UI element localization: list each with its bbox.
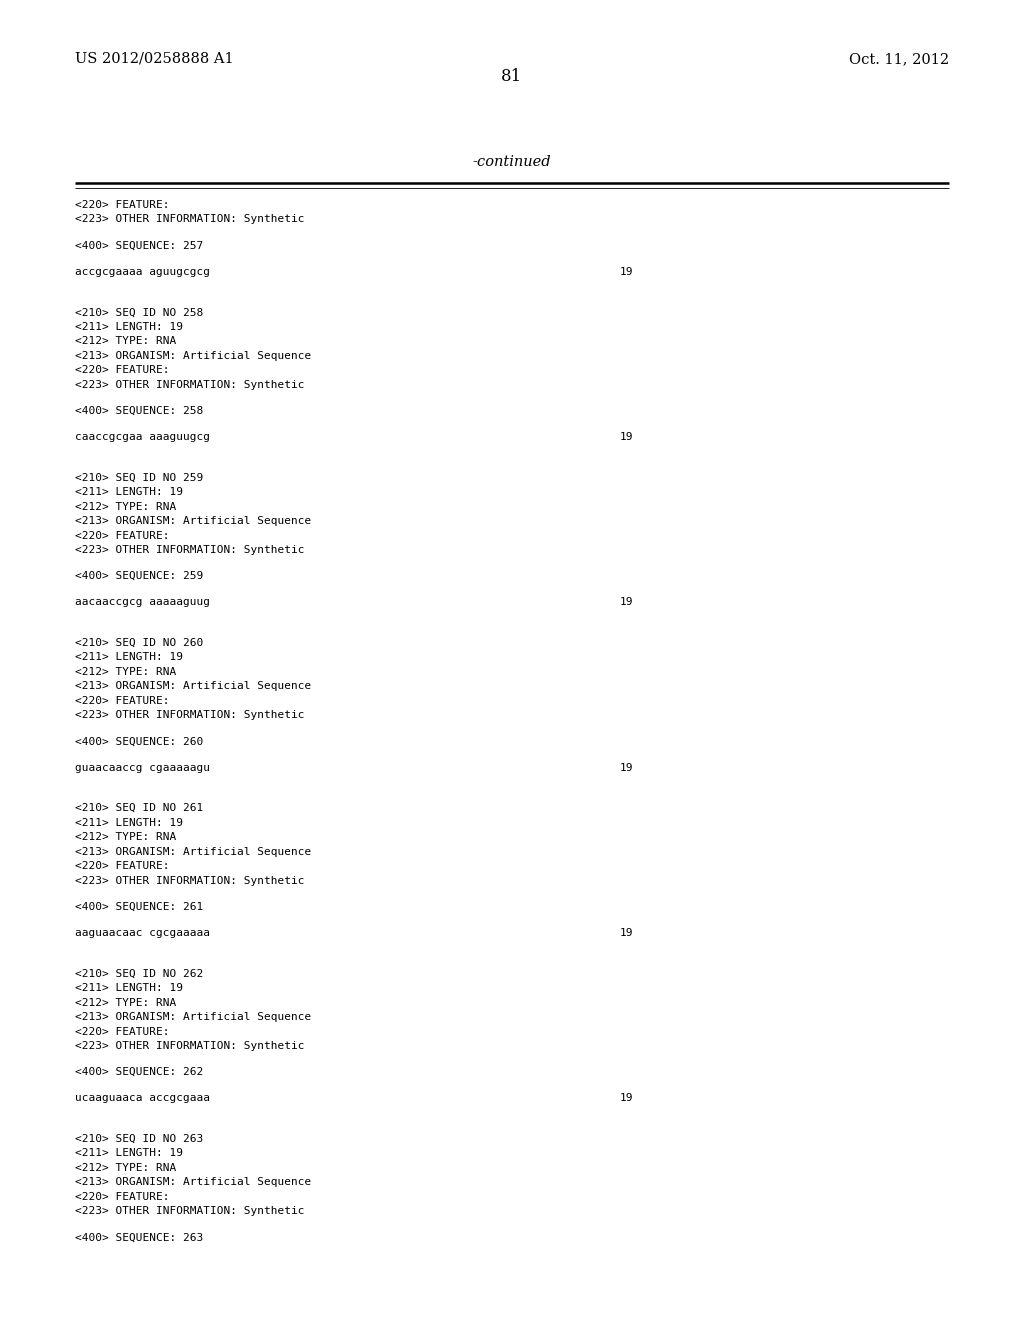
Text: guaacaaccg cgaaaaagu: guaacaaccg cgaaaaagu (75, 763, 210, 772)
Text: <212> TYPE: RNA: <212> TYPE: RNA (75, 502, 176, 512)
Text: <220> FEATURE:: <220> FEATURE: (75, 366, 170, 375)
Text: <210> SEQ ID NO 259: <210> SEQ ID NO 259 (75, 473, 203, 483)
Text: Oct. 11, 2012: Oct. 11, 2012 (849, 51, 949, 66)
Text: <223> OTHER INFORMATION: Synthetic: <223> OTHER INFORMATION: Synthetic (75, 875, 304, 886)
Text: <400> SEQUENCE: 257: <400> SEQUENCE: 257 (75, 240, 203, 251)
Text: aacaaccgcg aaaaaguug: aacaaccgcg aaaaaguug (75, 598, 210, 607)
Text: <223> OTHER INFORMATION: Synthetic: <223> OTHER INFORMATION: Synthetic (75, 1206, 304, 1216)
Text: 19: 19 (620, 763, 634, 772)
Text: <211> LENGTH: 19: <211> LENGTH: 19 (75, 1148, 183, 1159)
Text: <212> TYPE: RNA: <212> TYPE: RNA (75, 832, 176, 842)
Text: <213> ORGANISM: Artificial Sequence: <213> ORGANISM: Artificial Sequence (75, 351, 311, 360)
Text: <210> SEQ ID NO 261: <210> SEQ ID NO 261 (75, 803, 203, 813)
Text: 81: 81 (502, 69, 522, 84)
Text: <210> SEQ ID NO 262: <210> SEQ ID NO 262 (75, 969, 203, 978)
Text: <220> FEATURE:: <220> FEATURE: (75, 696, 170, 706)
Text: <400> SEQUENCE: 259: <400> SEQUENCE: 259 (75, 572, 203, 581)
Text: <223> OTHER INFORMATION: Synthetic: <223> OTHER INFORMATION: Synthetic (75, 380, 304, 389)
Text: <400> SEQUENCE: 262: <400> SEQUENCE: 262 (75, 1067, 203, 1077)
Text: <210> SEQ ID NO 263: <210> SEQ ID NO 263 (75, 1134, 203, 1144)
Text: 19: 19 (620, 1093, 634, 1104)
Text: <223> OTHER INFORMATION: Synthetic: <223> OTHER INFORMATION: Synthetic (75, 214, 304, 224)
Text: 19: 19 (620, 928, 634, 939)
Text: <212> TYPE: RNA: <212> TYPE: RNA (75, 337, 176, 346)
Text: accgcgaaaa aguugcgcg: accgcgaaaa aguugcgcg (75, 267, 210, 277)
Text: <213> ORGANISM: Artificial Sequence: <213> ORGANISM: Artificial Sequence (75, 516, 311, 527)
Text: <213> ORGANISM: Artificial Sequence: <213> ORGANISM: Artificial Sequence (75, 1177, 311, 1187)
Text: <212> TYPE: RNA: <212> TYPE: RNA (75, 667, 176, 677)
Text: <210> SEQ ID NO 260: <210> SEQ ID NO 260 (75, 638, 203, 648)
Text: <223> OTHER INFORMATION: Synthetic: <223> OTHER INFORMATION: Synthetic (75, 545, 304, 556)
Text: <211> LENGTH: 19: <211> LENGTH: 19 (75, 652, 183, 663)
Text: <211> LENGTH: 19: <211> LENGTH: 19 (75, 322, 183, 331)
Text: US 2012/0258888 A1: US 2012/0258888 A1 (75, 51, 233, 66)
Text: <213> ORGANISM: Artificial Sequence: <213> ORGANISM: Artificial Sequence (75, 681, 311, 692)
Text: 19: 19 (620, 598, 634, 607)
Text: <212> TYPE: RNA: <212> TYPE: RNA (75, 998, 176, 1007)
Text: <400> SEQUENCE: 258: <400> SEQUENCE: 258 (75, 407, 203, 416)
Text: <223> OTHER INFORMATION: Synthetic: <223> OTHER INFORMATION: Synthetic (75, 710, 304, 721)
Text: aaguaacaac cgcgaaaaa: aaguaacaac cgcgaaaaa (75, 928, 210, 939)
Text: <220> FEATURE:: <220> FEATURE: (75, 531, 170, 541)
Text: 19: 19 (620, 267, 634, 277)
Text: <400> SEQUENCE: 260: <400> SEQUENCE: 260 (75, 737, 203, 747)
Text: 19: 19 (620, 432, 634, 442)
Text: <400> SEQUENCE: 263: <400> SEQUENCE: 263 (75, 1233, 203, 1242)
Text: caaccgcgaa aaaguugcg: caaccgcgaa aaaguugcg (75, 432, 210, 442)
Text: -continued: -continued (473, 154, 551, 169)
Text: <210> SEQ ID NO 258: <210> SEQ ID NO 258 (75, 308, 203, 317)
Text: <220> FEATURE:: <220> FEATURE: (75, 1192, 170, 1201)
Text: <211> LENGTH: 19: <211> LENGTH: 19 (75, 983, 183, 993)
Text: <220> FEATURE:: <220> FEATURE: (75, 1027, 170, 1036)
Text: <220> FEATURE:: <220> FEATURE: (75, 861, 170, 871)
Text: ucaaguaaca accgcgaaa: ucaaguaaca accgcgaaa (75, 1093, 210, 1104)
Text: <213> ORGANISM: Artificial Sequence: <213> ORGANISM: Artificial Sequence (75, 846, 311, 857)
Text: <211> LENGTH: 19: <211> LENGTH: 19 (75, 817, 183, 828)
Text: <213> ORGANISM: Artificial Sequence: <213> ORGANISM: Artificial Sequence (75, 1012, 311, 1022)
Text: <211> LENGTH: 19: <211> LENGTH: 19 (75, 487, 183, 498)
Text: <212> TYPE: RNA: <212> TYPE: RNA (75, 1163, 176, 1172)
Text: <220> FEATURE:: <220> FEATURE: (75, 201, 170, 210)
Text: <223> OTHER INFORMATION: Synthetic: <223> OTHER INFORMATION: Synthetic (75, 1041, 304, 1051)
Text: <400> SEQUENCE: 261: <400> SEQUENCE: 261 (75, 902, 203, 912)
